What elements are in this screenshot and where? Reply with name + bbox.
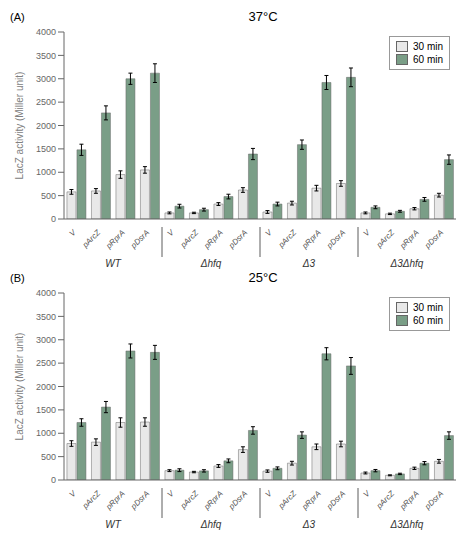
svg-text:pArcZ: pArcZ — [80, 488, 103, 511]
svg-text:3000: 3000 — [36, 335, 56, 345]
svg-text:pDsrA: pDsrA — [422, 228, 445, 251]
svg-text:0: 0 — [51, 214, 56, 224]
svg-text:1000: 1000 — [36, 428, 56, 438]
svg-text:WT: WT — [105, 519, 121, 530]
svg-text:500: 500 — [41, 452, 56, 462]
svg-text:Δ3Δhfq: Δ3Δhfq — [390, 258, 424, 269]
svg-text:pRprA: pRprA — [300, 489, 323, 512]
svg-text:pDsrA: pDsrA — [226, 228, 249, 251]
svg-text:3500: 3500 — [36, 51, 56, 61]
svg-text:2500: 2500 — [36, 97, 56, 107]
svg-text:WT: WT — [105, 258, 121, 269]
svg-text:pDsrA: pDsrA — [128, 228, 151, 251]
svg-text:4000: 4000 — [36, 27, 56, 37]
svg-text:pRprA: pRprA — [104, 489, 127, 512]
svg-text:pDsrA: pDsrA — [324, 228, 347, 251]
svg-text:pDsrA: pDsrA — [226, 489, 249, 512]
svg-text:V: V — [362, 228, 373, 239]
html-text:30 min: 30 min — [413, 302, 443, 313]
svg-text:pDsrA: pDsrA — [128, 489, 151, 512]
html-text:25°C: 25°C — [248, 270, 278, 285]
html-text:37°C: 37°C — [248, 9, 278, 24]
svg-text:V: V — [264, 489, 275, 500]
html-text:60 min: 60 min — [413, 315, 443, 326]
svg-text:Δ3Δhfq: Δ3Δhfq — [390, 519, 424, 530]
svg-text:2000: 2000 — [36, 382, 56, 392]
svg-text:pArcZ: pArcZ — [374, 488, 397, 511]
svg-text:pRprA: pRprA — [104, 228, 127, 251]
svg-text:pRprA: pRprA — [398, 489, 421, 512]
html-text:30 min: 30 min — [413, 41, 443, 52]
svg-text:V: V — [166, 489, 177, 500]
svg-text:3000: 3000 — [36, 74, 56, 84]
svg-text:V: V — [68, 228, 79, 239]
html-text:(B): (B) — [10, 272, 25, 284]
svg-text:3500: 3500 — [36, 312, 56, 322]
svg-text:LacZ activity (Miller unit): LacZ activity (Miller unit) — [14, 333, 25, 441]
svg-text:V: V — [362, 489, 373, 500]
svg-text:pArcZ: pArcZ — [374, 227, 397, 250]
svg-text:500: 500 — [41, 191, 56, 201]
svg-text:pRprA: pRprA — [300, 228, 323, 251]
svg-text:LacZ activity (Miller unit): LacZ activity (Miller unit) — [14, 72, 25, 180]
svg-text:2000: 2000 — [36, 121, 56, 131]
html-text:60 min: 60 min — [413, 54, 443, 65]
svg-text:pArcZ: pArcZ — [178, 227, 201, 250]
svg-text:Δ3: Δ3 — [302, 258, 316, 269]
svg-text:pArcZ: pArcZ — [276, 227, 299, 250]
svg-text:4000: 4000 — [36, 288, 56, 298]
svg-text:V: V — [68, 489, 79, 500]
svg-text:1500: 1500 — [36, 405, 56, 415]
svg-text:pArcZ: pArcZ — [178, 488, 201, 511]
svg-text:2500: 2500 — [36, 358, 56, 368]
svg-text:Δhfq: Δhfq — [200, 258, 222, 269]
svg-text:pDsrA: pDsrA — [422, 489, 445, 512]
svg-text:pRprA: pRprA — [202, 489, 225, 512]
svg-text:pRprA: pRprA — [202, 228, 225, 251]
svg-text:pRprA: pRprA — [398, 228, 421, 251]
svg-text:1500: 1500 — [36, 144, 56, 154]
svg-text:V: V — [264, 228, 275, 239]
svg-text:Δhfq: Δhfq — [200, 519, 222, 530]
svg-text:1000: 1000 — [36, 167, 56, 177]
svg-text:0: 0 — [51, 475, 56, 485]
svg-text:pDsrA: pDsrA — [324, 489, 347, 512]
svg-text:pArcZ: pArcZ — [80, 227, 103, 250]
svg-text:pArcZ: pArcZ — [276, 488, 299, 511]
html-text:(A): (A) — [10, 11, 25, 23]
svg-text:V: V — [166, 228, 177, 239]
svg-text:Δ3: Δ3 — [302, 519, 316, 530]
